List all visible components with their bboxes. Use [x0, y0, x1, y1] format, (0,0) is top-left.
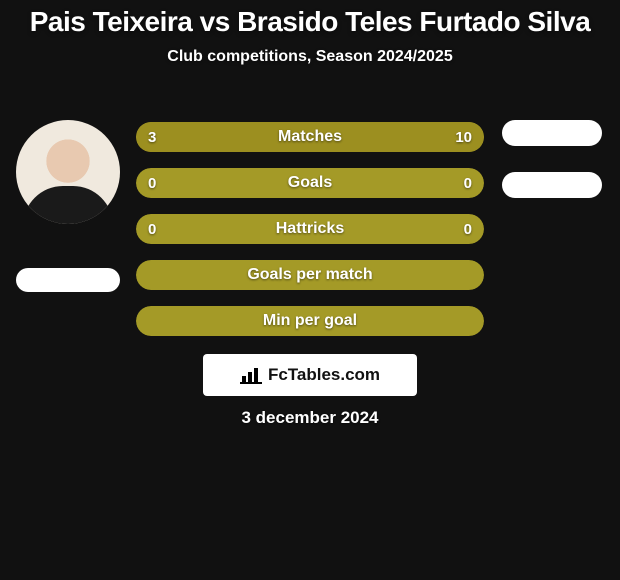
stat-value-left: 3: [136, 122, 168, 152]
player-right-column: [492, 120, 612, 198]
stat-value-right: 0: [452, 168, 484, 198]
stat-bar: Min per goal: [136, 306, 484, 336]
stat-bar: Goals0 0: [136, 168, 484, 198]
stat-bar: Matches3 10: [136, 122, 484, 152]
stat-bar: Goals per match: [136, 260, 484, 290]
stat-value-right: 10: [443, 122, 484, 152]
player-right-flag-pill-2: [502, 172, 602, 198]
stat-bar: Hattricks0 0: [136, 214, 484, 244]
bar-chart-icon: [240, 366, 262, 384]
page-subtitle: Club competitions, Season 2024/2025: [0, 48, 620, 66]
stat-value-right: 0: [452, 214, 484, 244]
stat-label: Hattricks: [136, 214, 484, 244]
comparison-panel: Pais Teixeira vs Brasido Teles Furtado S…: [0, 0, 620, 580]
player-right-flag-pill-1: [502, 120, 602, 146]
stat-label: Min per goal: [136, 306, 484, 336]
stat-label: Goals: [136, 168, 484, 198]
stat-bars-column: Matches310Goals00Hattricks00Goals per ma…: [136, 122, 484, 336]
branding-box: FcTables.com: [203, 354, 417, 396]
page-title: Pais Teixeira vs Brasido Teles Furtado S…: [0, 0, 620, 38]
player-left-flag-pill: [16, 268, 120, 292]
stat-value-left: 0: [136, 168, 168, 198]
branding-text: FcTables.com: [268, 365, 380, 385]
player-left-column: [8, 120, 128, 292]
stat-label: Goals per match: [136, 260, 484, 290]
stat-value-left: 0: [136, 214, 168, 244]
player-left-avatar: [16, 120, 120, 224]
stat-label: Matches: [136, 122, 484, 152]
footer-date: 3 december 2024: [0, 408, 620, 428]
